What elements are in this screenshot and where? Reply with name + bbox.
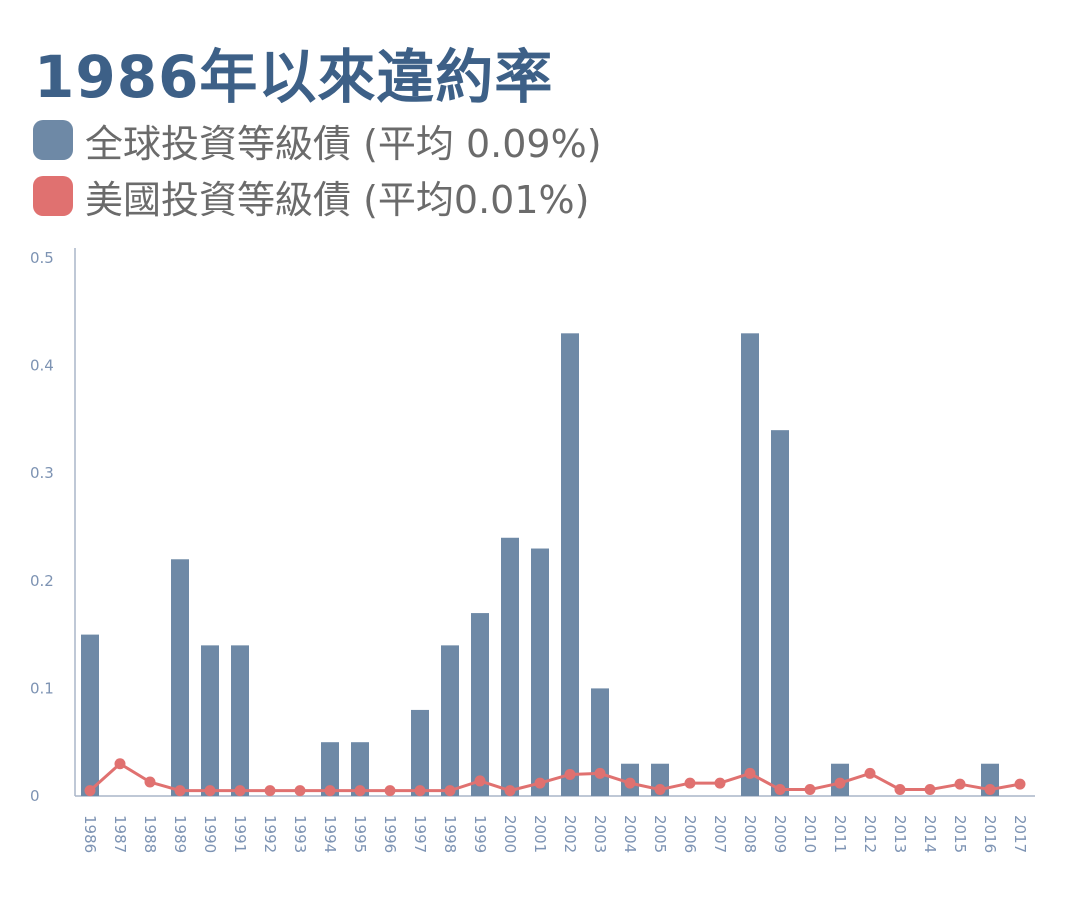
line-point <box>84 785 96 797</box>
legend-swatch-global <box>33 120 73 160</box>
line-point <box>804 784 816 796</box>
line-point <box>294 785 306 797</box>
x-tick-label: 2004 <box>621 815 639 853</box>
y-tick-label: 0.3 <box>30 464 54 482</box>
y-tick-label: 0.2 <box>30 572 54 590</box>
bar <box>741 333 759 796</box>
line-point <box>954 778 966 790</box>
x-tick-label: 2015 <box>951 815 969 853</box>
x-tick-label: 2010 <box>801 815 819 853</box>
line-point <box>984 784 996 796</box>
chart-title: 1986年以來違約率 <box>34 43 554 111</box>
x-tick-label: 2011 <box>831 815 849 853</box>
y-tick-label: 0 <box>30 787 40 805</box>
line-point <box>834 777 846 789</box>
line-point <box>324 785 336 797</box>
line-point <box>204 785 216 797</box>
line-point <box>234 785 246 797</box>
y-tick-label: 0.4 <box>30 357 54 375</box>
line-point <box>114 758 126 770</box>
bar <box>561 333 579 796</box>
x-tick-label: 2003 <box>591 815 609 853</box>
x-tick-label: 2012 <box>861 815 879 853</box>
line-point <box>594 767 606 779</box>
series-line <box>88 762 1021 793</box>
x-tick-label: 1996 <box>381 815 399 853</box>
x-tick-label: 1995 <box>351 815 369 853</box>
x-tick-label: 2017 <box>1011 815 1029 853</box>
bar <box>201 645 219 796</box>
x-tick-label: 2007 <box>711 815 729 853</box>
bar <box>591 688 609 796</box>
legend-swatch-us <box>33 176 73 216</box>
x-tick-label: 1994 <box>321 815 339 853</box>
line-point <box>684 777 696 789</box>
line-point <box>654 784 666 796</box>
line-point <box>1014 778 1026 790</box>
bar <box>771 430 789 796</box>
x-tick-label: 2016 <box>981 815 999 853</box>
line-point <box>534 777 546 789</box>
x-tick-label: 2009 <box>771 815 789 853</box>
x-tick-label: 1993 <box>291 815 309 853</box>
line-point <box>174 785 186 797</box>
line-point <box>864 767 876 779</box>
x-tick-label: 2005 <box>651 815 669 853</box>
bar <box>351 742 369 796</box>
line-point <box>714 777 726 789</box>
y-tick-label: 0.1 <box>30 679 54 697</box>
x-tick-label: 1991 <box>231 815 249 853</box>
y-tick-label: 0.5 <box>30 249 54 267</box>
x-tick-label: 1998 <box>441 815 459 853</box>
bar <box>501 537 519 796</box>
bar <box>411 709 429 796</box>
line-point <box>384 785 396 797</box>
x-tick-label: 1989 <box>171 815 189 853</box>
x-tick-label: 1986 <box>81 815 99 853</box>
line-point <box>504 785 516 797</box>
x-tick-label: 2008 <box>741 815 759 853</box>
x-tick-label: 1999 <box>471 815 489 853</box>
bar <box>171 559 189 796</box>
line-point <box>564 768 576 780</box>
line-point <box>774 784 786 796</box>
legend-item-global: 全球投資等級債 (平均 0.09%) <box>33 112 602 168</box>
line-point <box>144 776 156 788</box>
x-tick-label: 2013 <box>891 815 909 853</box>
x-tick-label: 1997 <box>411 815 429 853</box>
bar <box>81 634 99 796</box>
x-tick-label: 1990 <box>201 815 219 853</box>
line-point <box>444 785 456 797</box>
line-point <box>624 777 636 789</box>
x-tick-label: 2006 <box>681 815 699 853</box>
bar <box>321 742 339 796</box>
x-tick-label: 2014 <box>921 815 939 853</box>
x-tick-label: 1992 <box>261 815 279 853</box>
x-tick-label: 2002 <box>561 815 579 853</box>
x-tick-label: 2000 <box>501 815 519 853</box>
x-tick-label: 2001 <box>531 815 549 853</box>
legend-label-us: 美國投資等級債 (平均0.01%) <box>85 177 590 222</box>
legend: 全球投資等級債 (平均 0.09%) 美國投資等級債 (平均0.01%) <box>33 112 602 224</box>
x-tick-label: 1987 <box>111 815 129 853</box>
line-point <box>264 785 276 797</box>
line-point <box>354 785 366 797</box>
bar <box>441 645 459 796</box>
line-point <box>474 775 486 787</box>
legend-label-global: 全球投資等級債 (平均 0.09%) <box>85 121 602 166</box>
bar <box>471 613 489 796</box>
line-point <box>414 785 426 797</box>
x-tick-label: 1988 <box>141 815 159 853</box>
legend-item-us: 美國投資等級債 (平均0.01%) <box>33 168 602 224</box>
bar <box>231 645 249 796</box>
line-point <box>894 784 906 796</box>
bar <box>531 548 549 796</box>
line-point <box>744 767 756 779</box>
line-point <box>924 784 936 796</box>
